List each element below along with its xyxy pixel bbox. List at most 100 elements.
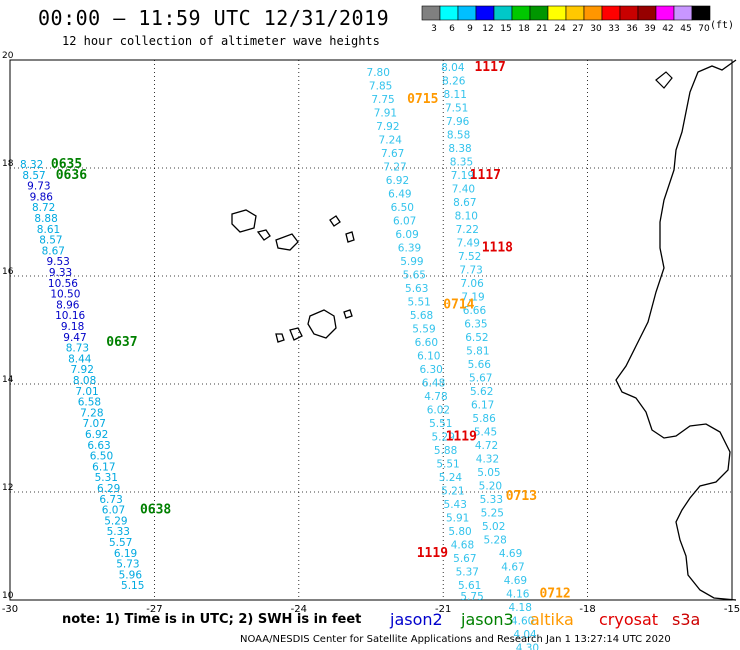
lat-tick-label: 16 [2,267,14,277]
wave-height-label: 5.67 [469,372,492,384]
wave-height-label: 8.26 [442,75,466,87]
wave-height-label: 4.67 [501,561,524,573]
lat-tick-label: 12 [2,483,13,493]
color-scale-swatch [439,5,459,21]
wave-height-label: 7.07 [83,418,106,430]
wave-height-label: 5.80 [448,526,471,538]
color-scale-swatch [583,5,603,21]
wave-height-label: 7.22 [456,224,479,236]
wave-height-label: 6.17 [471,399,494,411]
pass-time-label: 0635 [51,157,82,172]
island-outline [231,209,257,233]
wave-height-label: 5.88 [434,445,457,457]
color-scale-label: 12 [482,24,493,34]
color-scale-label: 70 [698,24,710,34]
color-scale-label: 42 [662,24,673,34]
wave-height-label: 5.43 [444,499,467,511]
africa-coastline [615,59,737,601]
wave-height-label: 6.35 [464,318,487,330]
wave-height-label: 5.57 [109,537,132,549]
wave-height-label: 7.92 [71,364,94,376]
coast-island [655,71,673,89]
wave-height-label: 5.51 [407,297,430,309]
chart-subtitle: 12 hour collection of altimeter wave hei… [62,34,380,48]
wave-height-label: 6.50 [90,451,113,463]
wave-height-label: 9.53 [46,256,69,268]
wave-height-label: 5.37 [456,567,479,579]
wave-height-label: 9.47 [63,332,86,344]
wave-height-label: 5.02 [482,521,505,533]
color-scale-swatch [493,5,513,21]
lon-tick-label: -27 [146,604,162,615]
lon-tick-label: -18 [579,604,595,615]
wave-height-label: 8.44 [68,353,92,365]
wave-height-label: 6.49 [388,189,411,201]
color-scale-label: 6 [449,24,455,34]
wave-height-label: 5.24 [439,472,463,484]
color-scale-swatch [475,5,495,21]
wave-height-label: 9.73 [27,181,50,193]
wave-height-label: 6.73 [99,494,122,506]
pass-time-label: 1118 [482,241,513,256]
wave-height-label: 4.18 [509,602,532,614]
wave-height-label: 5.29 [432,432,455,444]
wave-height-label: 8.08 [73,375,96,387]
wave-height-label: 8.38 [448,143,471,155]
wave-height-label: 8.32 [20,159,43,171]
color-scale-label: 3 [431,24,437,34]
wave-height-label: 7.49 [457,237,480,249]
wave-height-label: 9.18 [61,321,84,333]
wave-height-label: 7.75 [371,94,394,106]
color-scale-label: 39 [644,24,656,34]
wave-height-label: 8.88 [34,213,57,225]
wave-height-label: 7.92 [376,121,399,133]
wave-height-label: 4.04 [513,629,537,641]
island-outline [256,229,271,241]
wave-height-label: 6.09 [395,229,418,241]
wave-height-label: 5.61 [458,580,481,592]
wave-height-label: 7.28 [80,407,103,419]
wave-height-label: 5.31 [95,472,118,484]
legend-jason2: jason2 [390,610,443,629]
wave-height-label: 7.73 [459,264,482,276]
color-scale-label: 21 [536,24,547,34]
lon-tick-label: -30 [2,604,18,615]
wave-height-label: 7.19 [461,291,484,303]
legend-note: note: 1) Time is in UTC; 2) SWH is in fe… [62,612,362,627]
wave-height-label: 7.80 [367,67,390,79]
wave-height-label: 4.72 [475,440,498,452]
wave-height-label: 10.16 [55,310,85,322]
wave-height-label: 7.27 [383,162,406,174]
color-scale-swatch [619,5,639,21]
wave-height-label: 6.17 [92,461,115,473]
wave-height-label: 7.24 [379,135,403,147]
lat-tick-label: 14 [2,375,14,385]
color-scale-label: 36 [626,24,638,34]
wave-height-label: 5.68 [410,310,433,322]
lat-tick-label: 10 [2,591,14,601]
color-scale-swatch [529,5,549,21]
legend-cryosat: cryosat [599,610,659,629]
wave-height-label: 5.73 [116,559,139,571]
lon-tick-label: -21 [435,604,451,615]
island-outline [275,333,285,343]
wave-height-label: 5.81 [466,345,489,357]
wave-height-label: 6.50 [391,202,414,214]
wave-height-label: 5.65 [403,270,426,282]
wave-height-label: 5.91 [446,513,469,525]
wave-height-label: 8.04 [441,62,465,74]
color-scale-swatch [637,5,657,21]
legend-jason3: jason3 [461,610,514,629]
wave-height-label: 9.86 [30,191,54,203]
wave-height-label: 10.56 [48,278,78,290]
wave-height-label: 4.32 [476,453,499,465]
wave-height-label: 6.66 [463,305,487,317]
wave-height-label: 5.96 [119,569,143,581]
color-scale-label: 33 [608,24,619,34]
legend-s3a: s3a [672,610,701,629]
color-scale-units: (ft) [710,20,735,31]
wave-height-label: 5.28 [483,534,506,546]
wave-height-label: 4.69 [499,548,522,560]
color-scale-label: 30 [590,24,602,34]
